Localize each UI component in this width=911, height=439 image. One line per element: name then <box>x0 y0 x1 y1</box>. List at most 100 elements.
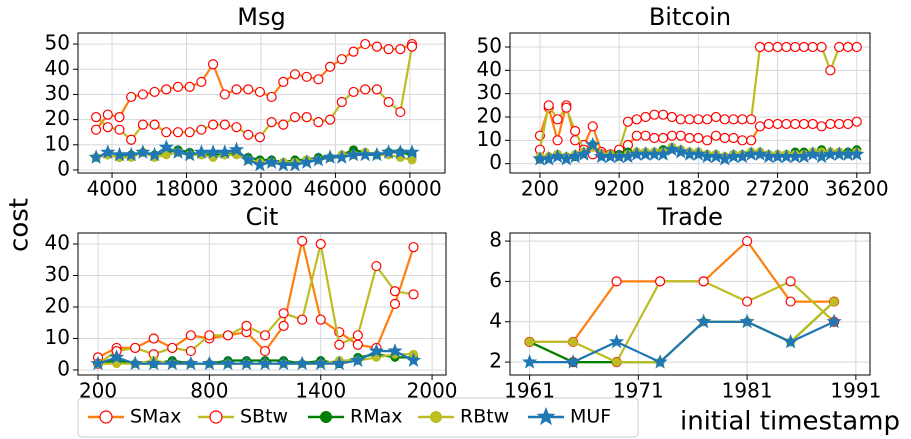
marker <box>741 235 753 247</box>
marker <box>149 119 160 130</box>
marker <box>737 114 748 125</box>
x-tick-label: 2000 <box>407 379 458 403</box>
marker <box>126 134 137 145</box>
marker <box>593 148 610 164</box>
marker <box>543 100 554 111</box>
x-tick-label: 60000 <box>378 177 442 201</box>
marker <box>207 59 219 70</box>
marker <box>161 84 172 95</box>
marker <box>743 146 759 161</box>
marker <box>287 156 303 172</box>
marker <box>702 114 713 125</box>
marker <box>352 330 363 341</box>
marker <box>392 144 408 159</box>
marker <box>640 111 651 123</box>
marker <box>851 116 862 127</box>
marker <box>561 102 572 113</box>
marker <box>612 357 622 367</box>
plot-frame <box>509 32 871 174</box>
marker <box>840 146 856 161</box>
marker <box>770 148 786 164</box>
marker <box>297 314 308 325</box>
y-tick-label: 10 <box>45 131 70 155</box>
x-tick-label: 4000 <box>87 177 138 201</box>
marker <box>182 146 198 162</box>
marker <box>193 144 209 159</box>
marker <box>170 144 186 159</box>
marker <box>350 352 366 367</box>
marker <box>405 352 422 367</box>
marker <box>395 106 406 118</box>
y-tick-label: 8 <box>489 228 502 252</box>
marker <box>746 135 757 146</box>
marker <box>781 118 792 130</box>
marker <box>719 114 730 125</box>
marker <box>231 84 242 95</box>
marker <box>796 148 812 164</box>
marker <box>352 339 363 350</box>
marker <box>702 135 713 146</box>
marker <box>146 355 162 371</box>
x-tick-label: 18000 <box>155 177 219 201</box>
marker <box>408 242 419 253</box>
marker <box>826 313 842 329</box>
marker <box>658 132 669 144</box>
marker <box>785 276 796 287</box>
marker <box>148 333 159 344</box>
marker <box>109 349 125 364</box>
series-line <box>529 300 835 364</box>
marker <box>259 345 271 357</box>
marker <box>673 144 689 159</box>
marker <box>684 114 695 125</box>
marker <box>100 144 116 159</box>
marker <box>299 154 315 169</box>
marker <box>761 148 777 164</box>
marker <box>331 355 347 371</box>
marker <box>240 151 256 167</box>
marker <box>183 355 199 371</box>
marker <box>254 132 266 143</box>
marker <box>368 343 384 358</box>
marker <box>114 112 125 123</box>
marker <box>360 38 371 50</box>
chart-title: Cit <box>246 203 279 231</box>
marker <box>289 112 301 123</box>
marker <box>829 297 839 307</box>
x-tick-label: 1961 <box>504 379 555 403</box>
marker <box>568 337 578 347</box>
marker <box>587 121 598 132</box>
chart-title: Bitcoin <box>649 3 731 31</box>
marker <box>297 235 308 246</box>
y-tick-label: 30 <box>45 81 70 105</box>
x-tick-label: 200 <box>521 177 559 201</box>
marker <box>842 118 854 130</box>
marker <box>772 118 783 130</box>
marker <box>383 44 394 55</box>
marker <box>655 146 671 161</box>
marker <box>763 118 774 130</box>
marker <box>259 330 271 341</box>
marker <box>219 89 230 100</box>
marker <box>205 144 221 159</box>
marker <box>699 148 715 164</box>
marker <box>728 132 739 144</box>
marker <box>825 118 836 130</box>
marker <box>325 114 336 125</box>
x-tick-label: 1400 <box>295 379 346 403</box>
marker <box>785 296 796 307</box>
marker <box>275 156 291 172</box>
marker <box>320 411 332 423</box>
y-tick-label: 50 <box>477 34 502 58</box>
marker <box>137 89 148 100</box>
marker <box>90 124 102 135</box>
marker <box>652 354 668 369</box>
marker <box>708 148 724 164</box>
marker <box>130 342 141 354</box>
marker <box>541 151 557 166</box>
chart-title: Trade <box>656 203 723 231</box>
marker <box>243 129 254 140</box>
marker <box>752 146 768 161</box>
y-tick-label: 20 <box>45 293 70 317</box>
marker <box>585 137 601 152</box>
marker <box>348 46 359 57</box>
